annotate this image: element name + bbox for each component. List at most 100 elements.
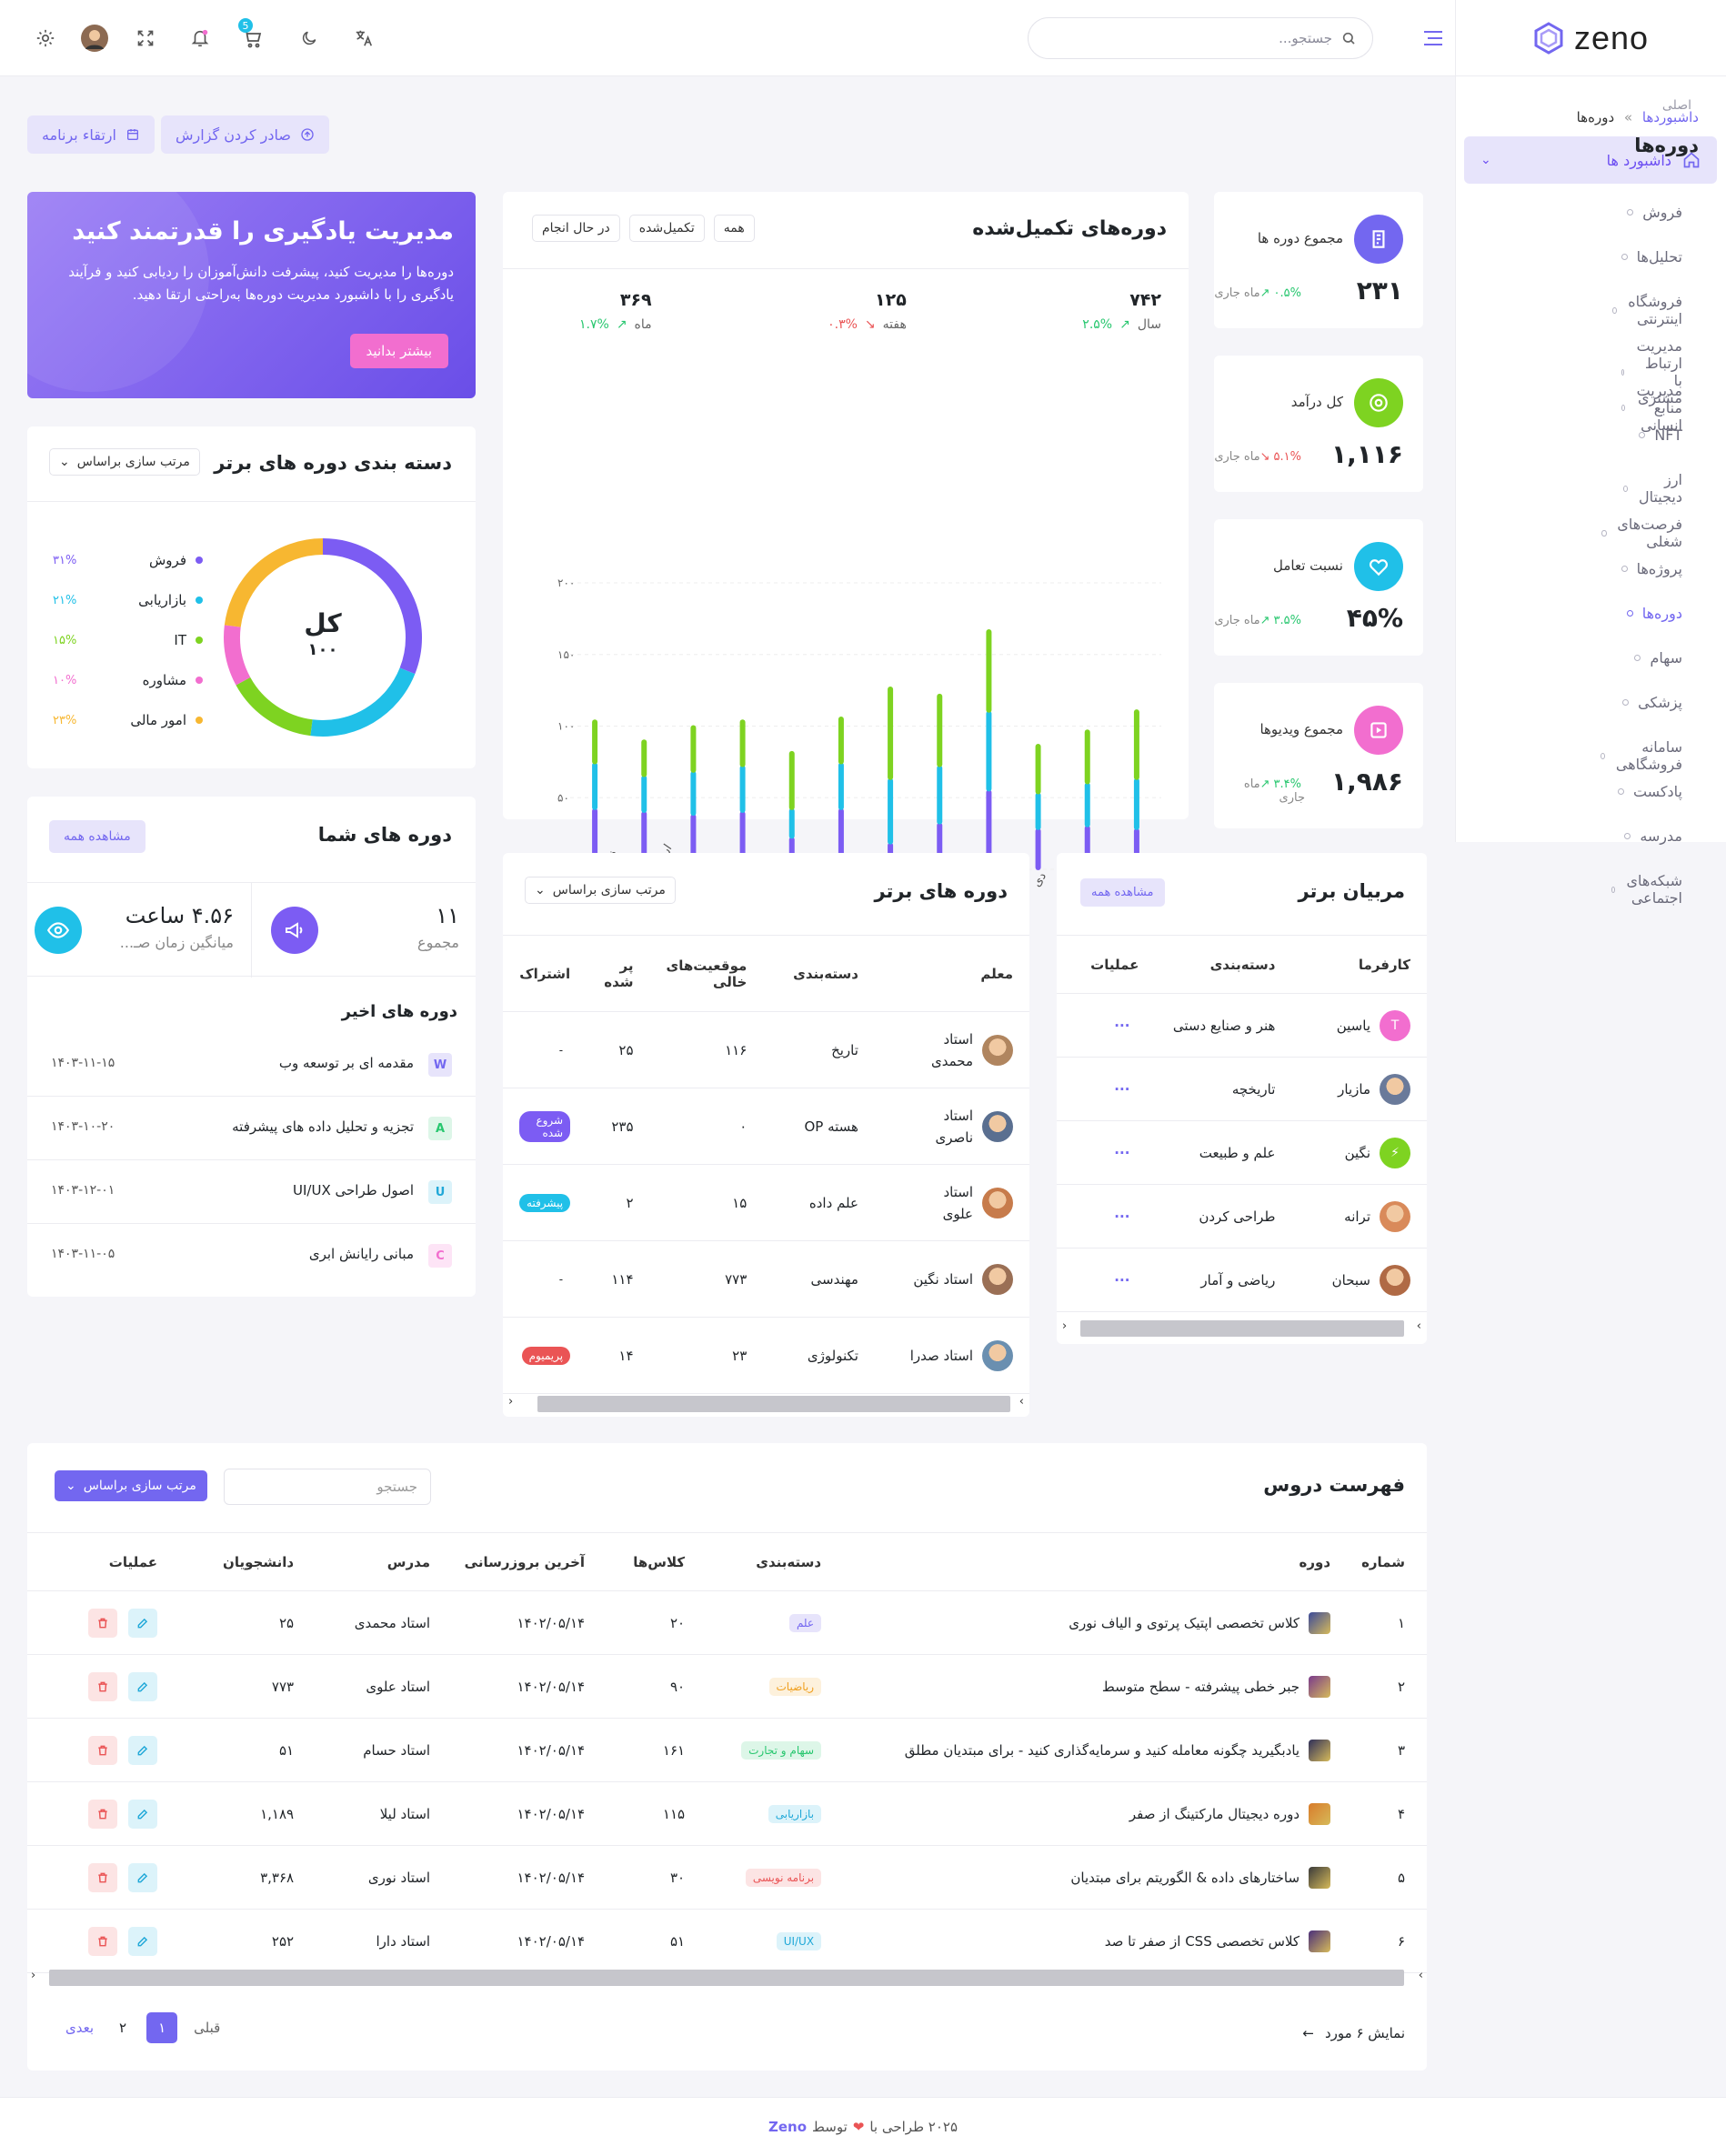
sidebar-item[interactable]: پزشکی bbox=[1622, 694, 1682, 711]
sidebar-item[interactable]: پادکست bbox=[1617, 783, 1682, 800]
table-row[interactable]: ⚡ نگین علم و طبیعت ··· bbox=[1057, 1121, 1427, 1185]
table-row[interactable]: ۶ کلاس تخصصی CSS از صفر تا صد UI/UX ۵۱ ۱۴۰۲/… bbox=[27, 1910, 1427, 1973]
view-all-button[interactable]: مشاهده همه bbox=[1080, 878, 1165, 907]
scroll-right-icon[interactable]: › bbox=[1418, 1969, 1423, 1982]
column-header[interactable]: معلم bbox=[980, 965, 1013, 982]
edit-icon[interactable] bbox=[128, 1862, 158, 1892]
edit-icon[interactable] bbox=[128, 1926, 158, 1956]
dark-mode-icon[interactable] bbox=[295, 24, 324, 53]
table-row[interactable]: سبحان ریاضی و آمار ··· bbox=[1057, 1248, 1427, 1312]
prev-page-button[interactable]: قبلی bbox=[194, 2020, 221, 2036]
edit-icon[interactable] bbox=[128, 1608, 158, 1638]
column-header[interactable]: کارفرما bbox=[1358, 956, 1410, 973]
horizontal-scrollbar[interactable] bbox=[1080, 1320, 1404, 1337]
table-row[interactable]: ۱ کلاس تخصصی اپتیک پرتوی و الیاف نوری علم ۲… bbox=[27, 1591, 1427, 1655]
column-header[interactable]: عملیات bbox=[1090, 956, 1139, 973]
sidebar-item[interactable]: تحلیل‌ها bbox=[1621, 248, 1682, 266]
more-actions-icon[interactable]: ··· bbox=[1114, 1017, 1130, 1034]
breadcrumb-root[interactable]: داشبوردها bbox=[1641, 109, 1699, 125]
column-header[interactable]: شماره bbox=[1361, 1553, 1405, 1570]
column-header[interactable]: دوره bbox=[1299, 1553, 1331, 1570]
column-header[interactable]: دانشجویان bbox=[223, 1553, 295, 1570]
scroll-left-icon[interactable]: ‹ bbox=[31, 1969, 36, 1982]
cart-icon[interactable]: 5 bbox=[238, 18, 267, 53]
table-row[interactable]: استاد صدرا تکنولوژی ۲۳ ۱۴ پریمیوم bbox=[503, 1318, 1029, 1394]
delete-icon[interactable] bbox=[88, 1608, 118, 1638]
table-row[interactable]: ترانه طراحی کردن ··· bbox=[1057, 1185, 1427, 1248]
filter-in-progress[interactable]: در حال انجام bbox=[532, 215, 620, 242]
categories-sort-dropdown[interactable]: مرتب سازی براساس ⌄ bbox=[49, 448, 200, 476]
sidebar-item[interactable]: فرصت‌های شغلی bbox=[1601, 516, 1682, 550]
course-name[interactable]: دوره دیجیتال مارکتینگ از صفر bbox=[1129, 1805, 1300, 1822]
column-header[interactable]: کلاس‌ها bbox=[633, 1553, 686, 1570]
table-row[interactable]: استاد نگین مهندسی ۷۷۳ ۱۱۴ - bbox=[503, 1241, 1029, 1318]
course-name[interactable]: ساختارهای داده & الگوریتم برای مبتدیان bbox=[1070, 1869, 1300, 1886]
menu-toggle-icon[interactable] bbox=[1419, 24, 1448, 53]
sidebar-item[interactable]: ارز دیجیتال bbox=[1622, 471, 1682, 506]
course-name[interactable]: کلاس تخصصی اپتیک پرتوی و الیاف نوری bbox=[1069, 1614, 1300, 1631]
sidebar-item[interactable]: دوره‌ها bbox=[1626, 605, 1682, 622]
translate-icon[interactable] bbox=[349, 24, 378, 53]
delete-icon[interactable] bbox=[88, 1862, 118, 1892]
brand-logo[interactable]: zeno bbox=[1455, 0, 1726, 76]
column-header[interactable]: دسته‌بندی bbox=[756, 1553, 822, 1570]
column-header[interactable]: پر شده bbox=[604, 957, 634, 990]
page-1-button[interactable]: ۱ bbox=[146, 2012, 178, 2043]
delete-icon[interactable] bbox=[88, 1799, 118, 1829]
sidebar-item[interactable]: سهام bbox=[1634, 649, 1682, 667]
export-report-button[interactable]: صادر کردن گزارش bbox=[161, 115, 329, 154]
table-row[interactable]: ۲ جبر خطی پیشرفته - سطح متوسط ریاضیات ۹۰ ۱۴۰… bbox=[27, 1655, 1427, 1719]
lessons-sort-button[interactable]: مرتب سازی براساس ⌄ bbox=[55, 1470, 207, 1501]
course-name[interactable]: جبر خطی پیشرفته - سطح متوسط bbox=[1101, 1678, 1300, 1695]
scroll-right-icon[interactable]: › bbox=[1019, 1395, 1024, 1409]
filter-completed[interactable]: تکمیل‌شده bbox=[628, 215, 705, 242]
more-actions-icon[interactable]: ··· bbox=[1114, 1144, 1130, 1161]
delete-icon[interactable] bbox=[88, 1926, 118, 1956]
top-courses-sort-dropdown[interactable]: مرتب سازی براساس ⌄ bbox=[525, 877, 676, 904]
table-row[interactable]: استاد محمدی تاریخ ۱۱۶ ۲۵ - bbox=[503, 1012, 1029, 1088]
sidebar-item[interactable]: فروش bbox=[1627, 204, 1682, 221]
column-header[interactable]: اشتراک bbox=[519, 965, 571, 982]
sidebar-item[interactable]: NFT bbox=[1639, 426, 1682, 444]
table-row[interactable]: T یاسین هنر و صنایع دستی ··· bbox=[1057, 994, 1427, 1058]
next-page-button[interactable]: بعدی bbox=[65, 2020, 95, 2036]
settings-icon[interactable] bbox=[31, 24, 60, 53]
edit-icon[interactable] bbox=[128, 1735, 158, 1765]
more-actions-icon[interactable]: ··· bbox=[1114, 1271, 1130, 1289]
more-actions-icon[interactable]: ··· bbox=[1114, 1080, 1130, 1098]
edit-icon[interactable] bbox=[128, 1671, 158, 1701]
sidebar-item[interactable]: مدیریت ارتباط با مشتری bbox=[1621, 337, 1682, 406]
list-item[interactable]: C مبانی رایانش ابری ۱۴۰۳-۱۱-۰۵ bbox=[27, 1224, 476, 1288]
delete-icon[interactable] bbox=[88, 1671, 118, 1701]
lessons-search-input[interactable]: جستجو bbox=[224, 1469, 431, 1505]
edit-icon[interactable] bbox=[128, 1799, 158, 1829]
scroll-left-icon[interactable]: ‹ bbox=[508, 1395, 514, 1409]
table-row[interactable]: ۳ یادبگیرید چگونه معامله کنید و سرمایه‌گذ… bbox=[27, 1719, 1427, 1782]
course-name[interactable]: یادبگیرید چگونه معامله کنید و سرمایه‌گذا… bbox=[904, 1741, 1300, 1759]
list-item[interactable]: W مقدمه ای بر توسعه وب ۱۴۰۳-۱۱-۱۵ bbox=[27, 1033, 476, 1097]
table-row[interactable]: مازیار تاریخچه ··· bbox=[1057, 1058, 1427, 1121]
column-header[interactable]: دسته‌بندی bbox=[1209, 956, 1276, 973]
list-item[interactable]: U اصول طراحی UI/UX ۱۴۰۳-۱۲-۰۱ bbox=[27, 1160, 476, 1224]
delete-icon[interactable] bbox=[88, 1735, 118, 1765]
page-2-button[interactable]: ۲ bbox=[119, 2020, 127, 2036]
sidebar-item[interactable]: مدیریت منابع انسانی bbox=[1621, 382, 1682, 434]
list-item[interactable]: A تجزیه و تحلیل داده های پیشرفته ۱۴۰۳-۱۰-۲… bbox=[27, 1097, 476, 1160]
view-all-button[interactable]: مشاهده همه bbox=[49, 820, 146, 853]
column-header[interactable]: مدرس bbox=[386, 1553, 431, 1570]
search-input[interactable]: جستجو... bbox=[1028, 17, 1373, 59]
table-row[interactable]: ۵ ساختارهای داده & الگوریتم برای مبتدیان ب… bbox=[27, 1846, 1427, 1910]
sidebar-item[interactable]: پروژه‌ها bbox=[1621, 560, 1682, 577]
table-row[interactable]: استاد علوی علم داده ۱۵ ۲ پیشرفته bbox=[503, 1165, 1029, 1241]
upgrade-plan-button[interactable]: ارتقاء برنامه bbox=[27, 115, 155, 154]
sidebar-item-dashboards[interactable]: داشبورد ها ⌄ bbox=[1464, 136, 1717, 184]
column-header[interactable]: موقعیت‌های خالی bbox=[666, 957, 748, 990]
filter-all[interactable]: همه bbox=[713, 215, 755, 242]
sidebar-item[interactable]: فروشگاه اینترنتی bbox=[1612, 293, 1682, 327]
horizontal-scrollbar[interactable] bbox=[537, 1396, 1010, 1412]
notification-bell-icon[interactable] bbox=[186, 24, 215, 53]
sidebar-item[interactable]: سامانه فروشگاهی bbox=[1600, 738, 1682, 773]
table-row[interactable]: استاد ناصری هسته OP ۰ ۲۳۵ شروع شده bbox=[503, 1088, 1029, 1165]
scroll-right-icon[interactable]: › bbox=[1416, 1319, 1421, 1333]
course-name[interactable]: کلاس تخصصی CSS از صفر تا صد bbox=[1104, 1932, 1300, 1950]
